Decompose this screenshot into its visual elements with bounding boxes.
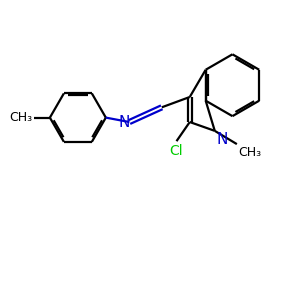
Text: CH₃: CH₃ xyxy=(238,146,262,160)
Text: Cl: Cl xyxy=(170,143,183,158)
Text: CH₃: CH₃ xyxy=(9,111,32,124)
Text: N: N xyxy=(118,115,129,130)
Text: N: N xyxy=(216,132,228,147)
